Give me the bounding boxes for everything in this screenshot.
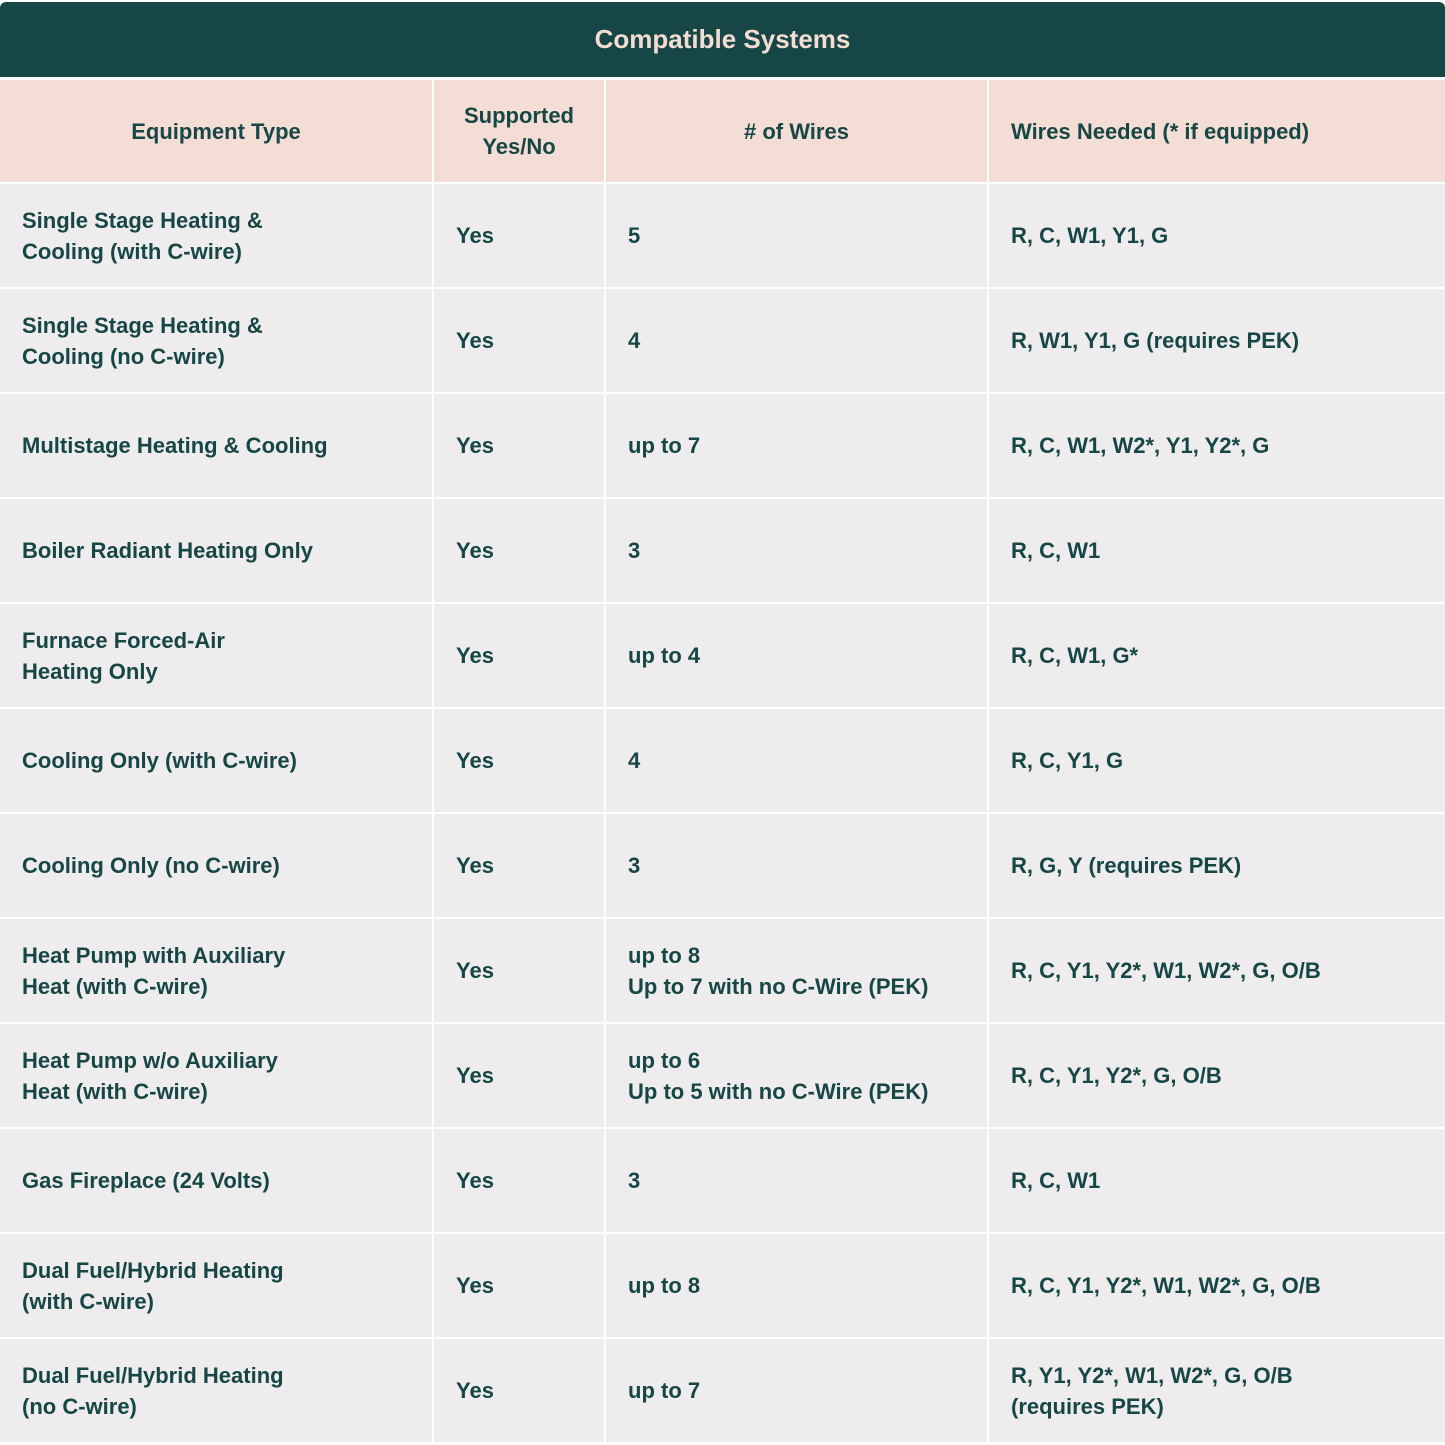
num-wires-cell: 4 [606,709,987,812]
header-wires-needed: Wires Needed (* if equipped) [989,80,1445,182]
num-wires-cell: 3 [606,814,987,917]
num-wires-cell: up to 6 Up to 5 with no C-Wire (PEK) [606,1024,987,1127]
supported-cell: Yes [434,1234,604,1337]
num-wires-cell: up to 8 Up to 7 with no C-Wire (PEK) [606,919,987,1022]
wires-needed-cell: R, C, W1, W2*, Y1, Y2*, G [989,394,1445,497]
supported-cell: Yes [434,394,604,497]
num-wires-cell: up to 7 [606,394,987,497]
wires-needed-cell: R, Y1, Y2*, W1, W2*, G, O/B (requires PE… [989,1339,1445,1442]
equipment-type-cell: Furnace Forced-Air Heating Only [0,604,432,707]
equipment-type-cell: Multistage Heating & Cooling [0,394,432,497]
supported-cell: Yes [434,814,604,917]
equipment-type-cell: Dual Fuel/Hybrid Heating (with C-wire) [0,1234,432,1337]
num-wires-cell: up to 4 [606,604,987,707]
supported-cell: Yes [434,289,604,392]
wires-needed-cell: R, C, Y1, Y2*, W1, W2*, G, O/B [989,1234,1445,1337]
equipment-type-cell: Cooling Only (no C-wire) [0,814,432,917]
equipment-type-cell: Heat Pump with Auxiliary Heat (with C-wi… [0,919,432,1022]
num-wires-cell: 3 [606,499,987,602]
supported-cell: Yes [434,184,604,287]
wires-needed-cell: R, G, Y (requires PEK) [989,814,1445,917]
supported-cell: Yes [434,499,604,602]
table-title: Compatible Systems [0,2,1445,77]
table-grid: Equipment Type Supported Yes/No # of Wir… [0,80,1445,1442]
header-num-wires: # of Wires [606,80,987,182]
header-supported: Supported Yes/No [434,80,604,182]
supported-cell: Yes [434,919,604,1022]
wires-needed-cell: R, C, Y1, Y2*, G, O/B [989,1024,1445,1127]
wires-needed-cell: R, C, W1, G* [989,604,1445,707]
supported-cell: Yes [434,604,604,707]
wires-needed-cell: R, C, W1 [989,1129,1445,1232]
wires-needed-cell: R, C, Y1, Y2*, W1, W2*, G, O/B [989,919,1445,1022]
equipment-type-cell: Dual Fuel/Hybrid Heating (no C-wire) [0,1339,432,1442]
num-wires-cell: up to 7 [606,1339,987,1442]
equipment-type-cell: Single Stage Heating & Cooling (with C-w… [0,184,432,287]
supported-cell: Yes [434,709,604,812]
equipment-type-cell: Boiler Radiant Heating Only [0,499,432,602]
equipment-type-cell: Gas Fireplace (24 Volts) [0,1129,432,1232]
equipment-type-cell: Single Stage Heating & Cooling (no C-wir… [0,289,432,392]
equipment-type-cell: Heat Pump w/o Auxiliary Heat (with C-wir… [0,1024,432,1127]
supported-cell: Yes [434,1339,604,1442]
num-wires-cell: 5 [606,184,987,287]
num-wires-cell: 3 [606,1129,987,1232]
wires-needed-cell: R, C, W1, Y1, G [989,184,1445,287]
wires-needed-cell: R, C, Y1, G [989,709,1445,812]
header-equipment-type: Equipment Type [0,80,432,182]
equipment-type-cell: Cooling Only (with C-wire) [0,709,432,812]
supported-cell: Yes [434,1024,604,1127]
wires-needed-cell: R, C, W1 [989,499,1445,602]
supported-cell: Yes [434,1129,604,1232]
wires-needed-cell: R, W1, Y1, G (requires PEK) [989,289,1445,392]
num-wires-cell: 4 [606,289,987,392]
num-wires-cell: up to 8 [606,1234,987,1337]
